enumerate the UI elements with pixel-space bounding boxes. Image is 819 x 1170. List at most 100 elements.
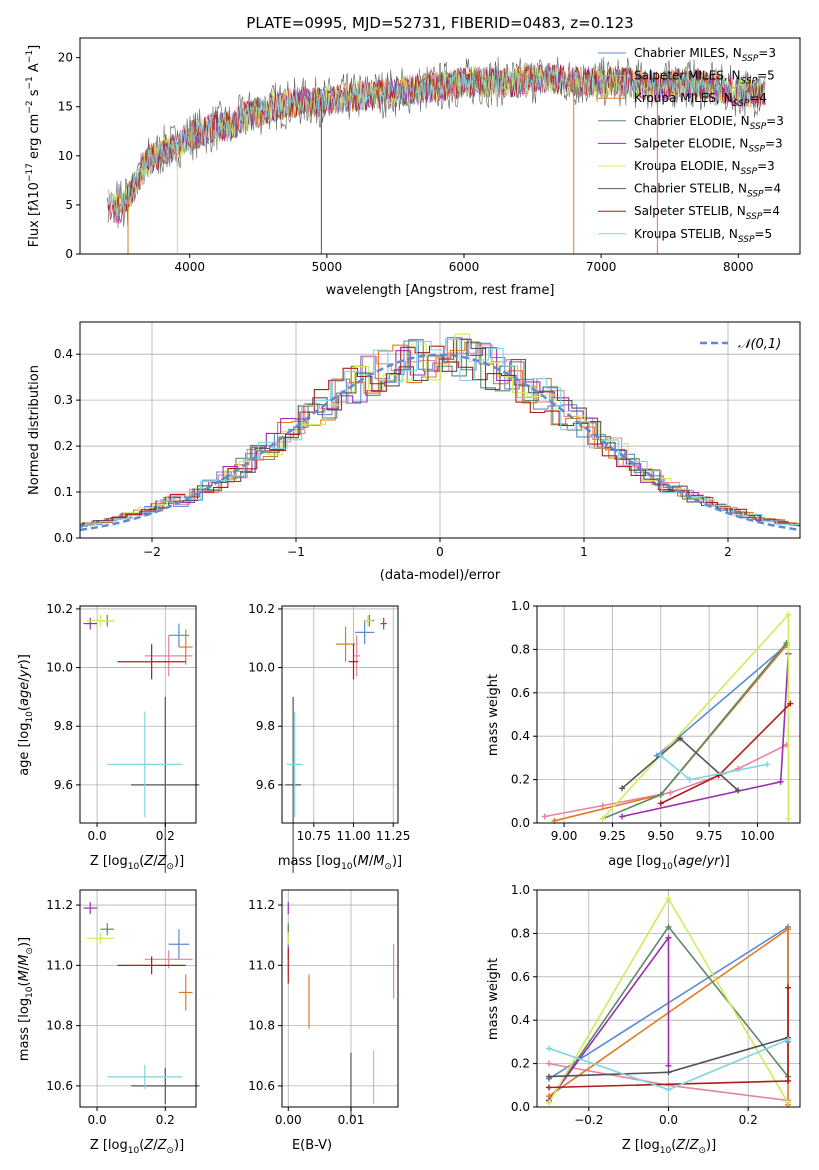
y-tick-label: 9.8 (256, 719, 275, 733)
histogram-series (79, 333, 801, 532)
x-tick-label: 0.0 (659, 1113, 678, 1127)
x-tick-label: 0 (436, 545, 444, 559)
x-tick-label: 0.01 (338, 1113, 365, 1127)
legend-entry: Chabrier ELODIE, NSSP=3 (634, 114, 784, 132)
point-marker (764, 761, 771, 768)
y-tick-label: 10.8 (248, 1019, 275, 1033)
point-marker (665, 1086, 672, 1093)
point-marker (599, 815, 606, 822)
x-tick-label: 2 (724, 545, 732, 559)
histogram-legend: 𝒩(0,1) (700, 337, 781, 352)
x-tick-label: 0.2 (739, 1113, 758, 1127)
age-vs-mass-panel: 10.75 11.00 11.25 9.6 9.8 10.0 10.2 (248, 602, 410, 873)
mass-weight-line (544, 744, 787, 818)
x-tick-label: −0.2 (574, 1113, 603, 1127)
mass-weight-vs-age-panel: 9.00 9.25 9.50 9.75 10.00 0.0 0.2 0.4 0.6 0.8 1.0 (511, 599, 801, 843)
spectrum-panel: 4000 5000 6000 7000 8000 0 5 10 15 20 PLATE=0995,… (25, 14, 801, 298)
spectrum-line-kroupa-stelib (107, 65, 766, 219)
legend-entry: Kroupa STELIB, NSSP=5 (634, 227, 772, 245)
histogram-ylabel: Normed distribution (27, 365, 42, 495)
legend-entry: Chabrier MILES, NSSP=3 (634, 46, 776, 64)
point-marker (785, 984, 792, 991)
point-marker (545, 1073, 552, 1080)
y-tick-label: 11.2 (46, 898, 73, 912)
point-marker (619, 785, 626, 792)
point-marker (785, 1036, 792, 1043)
y-tick-label: 10 (58, 149, 73, 163)
y-tick-label: 0.0 (511, 816, 530, 830)
legend-entry: Kroupa ELODIE, NSSP=3 (634, 159, 775, 177)
y-tick-label: 9.6 (54, 778, 73, 792)
y-tick-label: 9.6 (256, 778, 275, 792)
histogram-chabrier-miles (80, 337, 800, 528)
point-marker (785, 926, 792, 933)
point-marker (785, 1077, 792, 1084)
x-tick-label: 11.25 (376, 829, 410, 843)
x-tick-label: 9.00 (551, 829, 578, 843)
y-tick-label: 1.0 (511, 599, 530, 613)
spectrum-axes-frame (79, 37, 801, 255)
spectrum-title: PLATE=0995, MJD=52731, FIBERID=0483, z=0… (246, 14, 633, 32)
point-marker (665, 934, 672, 941)
spectrum-ticks: 4000 5000 6000 7000 8000 0 5 10 15 20 (58, 51, 754, 274)
p4-xlabel: mass [log10(M/M⊙)] (278, 854, 402, 872)
point-marker (787, 700, 794, 707)
x-tick-label: 10.00 (740, 829, 774, 843)
y-tick-label: 20 (58, 51, 73, 65)
point-marker (545, 1099, 552, 1106)
x-tick-label: 9.25 (599, 829, 626, 843)
x-tick-label: 0.00 (275, 1113, 302, 1127)
x-tick-label: 10.75 (297, 829, 331, 843)
y-tick-label: 10.8 (46, 1019, 73, 1033)
y-tick-label: 0.1 (54, 485, 73, 499)
x-tick-label: 5000 (312, 260, 343, 274)
point-marker (735, 787, 742, 794)
y-tick-label: 0.2 (511, 1057, 530, 1071)
point-marker (541, 813, 548, 820)
p5-xlabel: age [log10(age/yr)] (608, 854, 730, 872)
residual-histogram-panel: −2 −1 0 1 2 0.0 0.1 0.2 0.3 0.4 (data-model)/erro… (27, 321, 801, 583)
legend-entry: Salpeter STELIB, NSSP=4 (634, 204, 780, 222)
p7-xlabel: E(B-V) (292, 1138, 332, 1153)
x-tick-label: 11.00 (336, 829, 370, 843)
p6-xlabel: Z [log10(Z/Z⊙)] (90, 1138, 184, 1156)
point-marker (657, 800, 664, 807)
axes-frame (79, 605, 197, 824)
x-tick-label: 1 (580, 545, 588, 559)
x-tick-label: 4000 (174, 260, 205, 274)
p8-ylabel: mass weight (486, 958, 501, 1040)
x-tick-label: −1 (287, 545, 305, 559)
y-tick-label: 10.6 (46, 1079, 73, 1093)
x-tick-label: 6000 (449, 260, 480, 274)
spectrum-line-salpeter-elodie (113, 62, 766, 224)
mass-weight-line (621, 653, 790, 818)
p3-ylabel: age [log10(age/yr)] (17, 654, 35, 776)
p3-xlabel: Z [log10(Z/Z⊙)] (90, 854, 184, 872)
point-marker (665, 1069, 672, 1076)
axes-frame (536, 605, 801, 824)
spectrum-xlabel: wavelength [Angstrom, rest frame] (326, 283, 555, 298)
point-marker (686, 776, 693, 783)
y-tick-label: 0.8 (511, 926, 530, 940)
y-tick-label: 1.0 (511, 883, 530, 897)
mass-weight-vs-metallicity-panel: −0.2 0.0 0.2 0.0 0.2 0.4 0.6 0.8 1.0 (511, 883, 801, 1127)
spectrum-ylabel: Flux [fλ10−17 erg cm−2 s−1 A−1] (25, 45, 42, 247)
axes-frame (281, 889, 399, 1108)
axes-frame (79, 889, 197, 1108)
legend-entry: 𝒩(0,1) (738, 337, 781, 352)
spectrum-legend: Chabrier MILES, NSSP=3 Salpeter MILES, NS… (598, 46, 784, 245)
x-tick-label: 8000 (723, 260, 754, 274)
normal-reference-curve (79, 353, 801, 532)
point-marker (545, 1084, 552, 1091)
spectrum-lines (107, 56, 766, 254)
point-marker (665, 923, 672, 930)
y-tick-label: 15 (58, 100, 73, 114)
y-tick-label: 10.2 (248, 602, 275, 616)
histogram-ticks: −2 −1 0 1 2 0.0 0.1 0.2 0.3 0.4 (54, 347, 732, 559)
y-tick-label: 0.3 (54, 393, 73, 407)
y-tick-label: 0.0 (54, 531, 73, 545)
point-marker (785, 611, 792, 618)
mass-weight-line (602, 612, 790, 820)
point-marker (777, 778, 784, 785)
point-marker (657, 791, 664, 798)
